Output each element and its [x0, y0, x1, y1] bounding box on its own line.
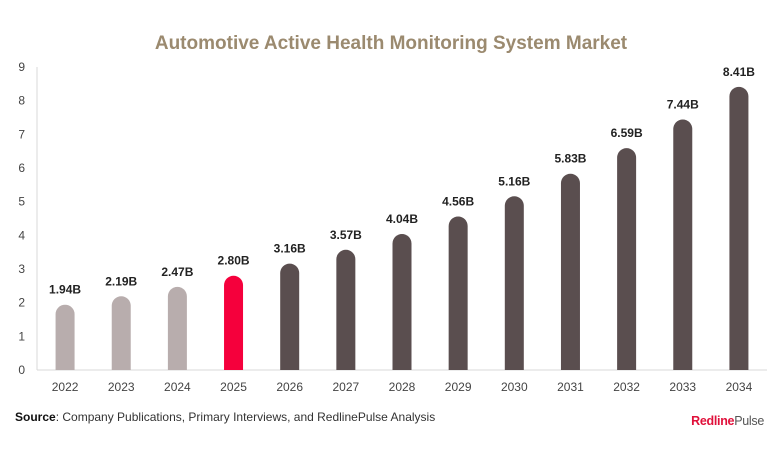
x-tick-label-2022: 2022	[52, 380, 79, 394]
y-tick-label: 6	[18, 161, 25, 175]
x-tick-label-2029: 2029	[445, 380, 472, 394]
source-label: Source	[15, 410, 56, 424]
data-label-2024: 2.47B	[161, 265, 193, 279]
source-note: Source: Company Publications, Primary In…	[15, 410, 435, 424]
data-label-2028: 4.04B	[386, 212, 418, 226]
bar-2023	[111, 296, 131, 370]
y-tick-label: 2	[18, 296, 25, 310]
x-tick-label-2027: 2027	[332, 380, 359, 394]
data-label-2029: 4.56B	[442, 194, 474, 208]
x-tick-label-2030: 2030	[501, 380, 528, 394]
y-tick-label: 5	[18, 195, 25, 209]
x-tick-label-2034: 2034	[726, 380, 753, 394]
data-label-2022: 1.94B	[49, 283, 81, 297]
bar-2027	[336, 249, 356, 370]
chart-title: Automotive Active Health Monitoring Syst…	[154, 33, 628, 54]
bar-2029	[448, 216, 468, 370]
data-label-2025: 2.80B	[218, 254, 250, 268]
y-tick-label: 1	[18, 329, 25, 343]
bar-2031	[560, 173, 580, 370]
data-label-2034: 8.41B	[723, 65, 755, 79]
x-tick-label-2033: 2033	[669, 380, 696, 394]
brand-logo-part2: Pulse	[734, 414, 764, 428]
bar-2025	[224, 275, 244, 370]
x-tick-label-2026: 2026	[276, 380, 303, 394]
x-tick-label-2028: 2028	[389, 380, 416, 394]
bar-2034	[729, 86, 749, 370]
y-tick-label: 7	[18, 127, 25, 141]
y-tick-label: 0	[18, 363, 25, 377]
x-tick-label-2031: 2031	[557, 380, 584, 394]
bar-2033	[673, 119, 693, 370]
bar-2028	[392, 233, 412, 370]
y-tick-label: 4	[18, 228, 25, 242]
bar-2032	[617, 148, 637, 370]
x-tick-label-2025: 2025	[220, 380, 247, 394]
y-tick-label: 3	[18, 262, 25, 276]
data-label-2032: 6.59B	[611, 126, 643, 140]
data-label-2023: 2.19B	[105, 274, 137, 288]
x-tick-label-2032: 2032	[613, 380, 640, 394]
x-tick-label-2024: 2024	[164, 380, 191, 394]
source-text: : Company Publications, Primary Intervie…	[55, 410, 436, 424]
data-label-2026: 3.16B	[274, 242, 306, 256]
bar-2024	[167, 286, 187, 370]
x-tick-label-2023: 2023	[108, 380, 135, 394]
bar-2022	[55, 304, 75, 370]
data-label-2027: 3.57B	[330, 228, 362, 242]
brand-logo-part1: Redline	[691, 414, 735, 428]
bar-2030	[504, 196, 524, 370]
y-tick-label: 9	[18, 60, 25, 74]
bar-2026	[280, 263, 300, 370]
bar-chart: 0 1 2 3 4 5 6 7 8 9 1.94B 2022 2.19B 2023 2.47B 2024 2.…	[18, 60, 767, 394]
y-tick-label: 8	[18, 94, 25, 108]
data-label-2033: 7.44B	[667, 98, 699, 112]
brand-logo: RedlinePulse	[691, 414, 764, 428]
data-label-2030: 5.16B	[498, 174, 530, 188]
data-label-2031: 5.83B	[554, 152, 586, 166]
